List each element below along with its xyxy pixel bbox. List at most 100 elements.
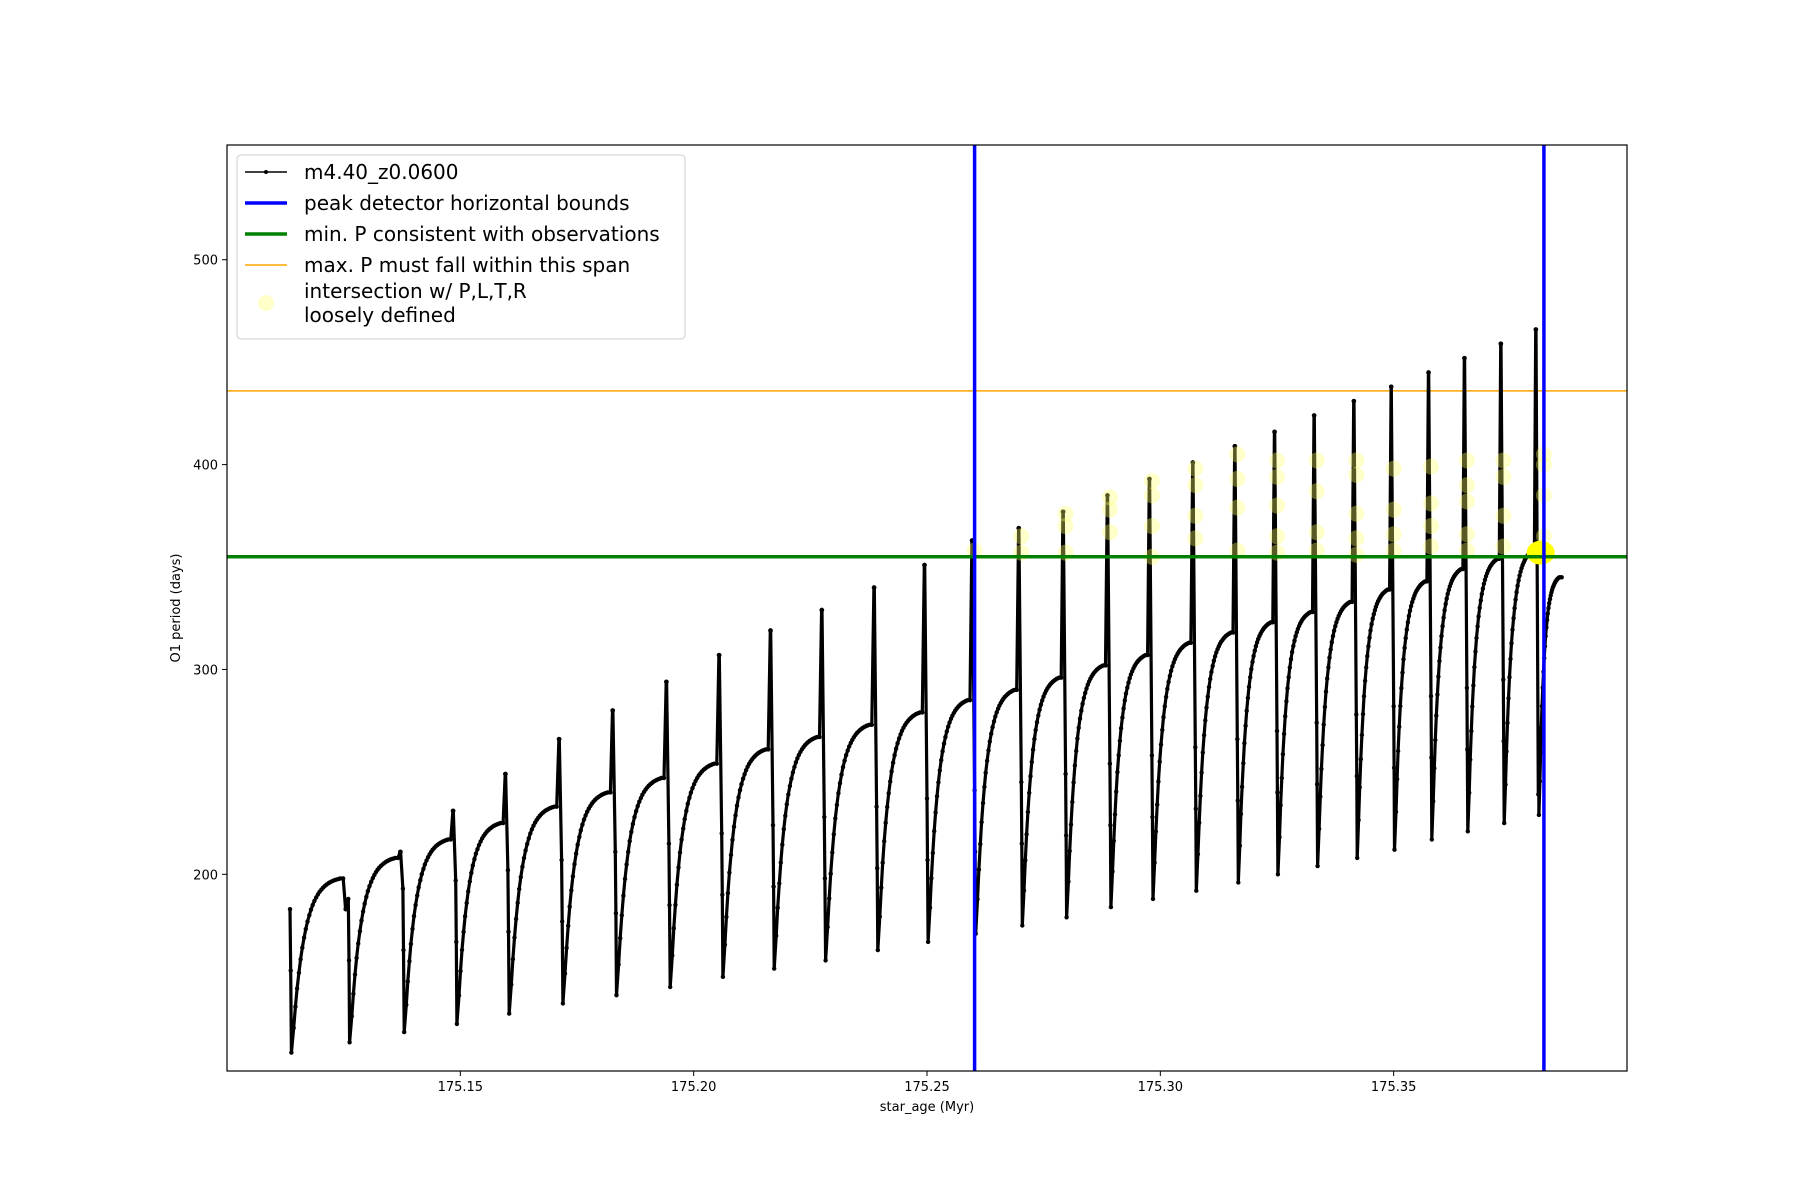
track-point bbox=[792, 764, 797, 770]
track-point bbox=[411, 913, 417, 919]
track-point bbox=[1112, 812, 1118, 817]
track-point bbox=[1206, 684, 1212, 690]
track-point bbox=[520, 864, 525, 869]
track-point bbox=[1278, 803, 1283, 808]
track-point bbox=[1212, 654, 1218, 659]
track-point bbox=[1397, 724, 1402, 729]
track-point bbox=[407, 959, 412, 964]
track-point bbox=[1077, 716, 1083, 721]
track-point bbox=[1391, 765, 1397, 770]
track-point bbox=[518, 874, 523, 880]
track-point bbox=[842, 758, 847, 763]
track-point bbox=[1029, 759, 1035, 765]
track-point bbox=[303, 926, 308, 932]
track-point bbox=[1120, 715, 1125, 720]
track-point bbox=[1474, 635, 1479, 641]
track-point bbox=[1498, 341, 1504, 346]
track-point bbox=[294, 986, 300, 991]
track-point bbox=[725, 890, 731, 896]
track-point bbox=[1122, 698, 1128, 703]
track-point bbox=[1511, 616, 1516, 621]
track-point bbox=[831, 832, 836, 837]
track-point bbox=[1402, 645, 1407, 651]
track-point bbox=[1536, 730, 1541, 736]
track-point bbox=[1150, 896, 1156, 902]
track-point bbox=[506, 929, 511, 934]
track-point bbox=[1408, 603, 1414, 609]
track-point bbox=[365, 888, 371, 894]
track-point bbox=[1354, 773, 1360, 779]
track-point bbox=[509, 982, 514, 987]
track-point bbox=[1188, 640, 1194, 645]
track-point bbox=[1435, 692, 1440, 697]
track-point bbox=[347, 1040, 352, 1045]
track-point bbox=[837, 781, 843, 786]
track-point bbox=[1354, 712, 1359, 717]
track-point bbox=[454, 939, 459, 945]
track-point bbox=[1194, 888, 1199, 893]
track-point bbox=[1469, 728, 1474, 734]
track-point bbox=[464, 900, 469, 906]
track-point bbox=[922, 562, 927, 568]
track-point bbox=[1209, 669, 1214, 675]
track-point bbox=[778, 860, 783, 865]
track-point bbox=[1392, 847, 1397, 852]
track-point bbox=[1440, 624, 1445, 629]
track-point bbox=[822, 814, 827, 820]
y-tick-label: 200 bbox=[193, 868, 218, 883]
track-point bbox=[567, 904, 572, 909]
track-point bbox=[1325, 676, 1330, 681]
track-point bbox=[690, 785, 695, 791]
track-point bbox=[1362, 678, 1368, 683]
intersection-marker bbox=[1423, 458, 1439, 475]
track-point bbox=[1280, 752, 1286, 757]
track-point bbox=[1327, 655, 1332, 660]
track-point bbox=[418, 878, 423, 883]
track-point bbox=[308, 907, 314, 912]
intersection-marker bbox=[1308, 542, 1325, 559]
track-line bbox=[288, 327, 1563, 1055]
track-point bbox=[1281, 731, 1287, 737]
track-point bbox=[1460, 566, 1466, 572]
track-point bbox=[1071, 780, 1076, 785]
track-point bbox=[512, 935, 517, 940]
track-point bbox=[1505, 720, 1510, 726]
track-point bbox=[927, 905, 933, 910]
legend-box bbox=[236, 154, 686, 340]
track-point bbox=[476, 842, 482, 848]
track-point bbox=[1235, 798, 1241, 803]
track-point bbox=[1163, 694, 1169, 700]
track-point bbox=[1075, 736, 1080, 741]
track-point bbox=[1387, 587, 1392, 592]
track-point bbox=[1334, 620, 1339, 625]
track-point bbox=[827, 896, 832, 901]
track-point bbox=[613, 849, 618, 854]
track-point bbox=[937, 768, 942, 773]
track-point bbox=[1536, 792, 1541, 797]
track-point bbox=[895, 741, 900, 746]
track-point bbox=[419, 871, 424, 877]
track-point bbox=[939, 757, 944, 763]
y-tick-label: 400 bbox=[193, 459, 218, 474]
track-point bbox=[1477, 605, 1482, 610]
track-point bbox=[777, 881, 782, 886]
track-point bbox=[941, 741, 947, 746]
track-point bbox=[1473, 649, 1478, 654]
intersection-marker bbox=[1143, 518, 1160, 535]
track-point bbox=[523, 848, 528, 853]
legend-handle-intersection bbox=[258, 295, 274, 311]
track-point bbox=[1546, 605, 1551, 611]
track-point bbox=[828, 871, 833, 876]
legend-label: max. P must fall within this span bbox=[304, 253, 630, 277]
intersection-marker bbox=[1495, 468, 1512, 485]
track-point bbox=[1272, 429, 1277, 434]
track-point bbox=[1123, 691, 1129, 696]
track-point bbox=[1319, 766, 1324, 772]
track-point bbox=[1471, 683, 1476, 688]
track-point bbox=[1508, 656, 1513, 662]
x-tick-label: 175.35 bbox=[1371, 1080, 1417, 1095]
track-point bbox=[1070, 799, 1075, 805]
track-point bbox=[1270, 620, 1276, 625]
track-point bbox=[836, 791, 841, 796]
